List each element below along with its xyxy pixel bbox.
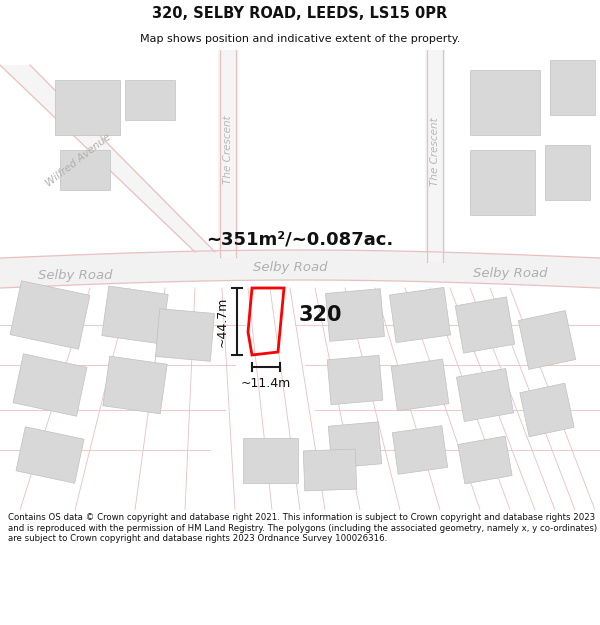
Text: Map shows position and indicative extent of the property.: Map shows position and indicative extent…	[140, 34, 460, 44]
Text: Contains OS data © Crown copyright and database right 2021. This information is : Contains OS data © Crown copyright and d…	[8, 514, 597, 543]
Polygon shape	[458, 436, 512, 484]
Text: ~44.7m: ~44.7m	[216, 296, 229, 347]
Polygon shape	[326, 289, 385, 341]
Polygon shape	[550, 60, 595, 115]
Polygon shape	[55, 80, 120, 135]
Text: Selby Road: Selby Road	[253, 261, 327, 274]
Polygon shape	[545, 145, 590, 200]
Polygon shape	[218, 50, 238, 257]
Text: 320, SELBY ROAD, LEEDS, LS15 0PR: 320, SELBY ROAD, LEEDS, LS15 0PR	[152, 6, 448, 21]
Polygon shape	[125, 80, 175, 120]
Polygon shape	[304, 449, 356, 491]
Text: The Crescent: The Crescent	[430, 118, 440, 186]
Polygon shape	[327, 356, 383, 404]
Polygon shape	[242, 438, 298, 483]
Text: ~351m²/~0.087ac.: ~351m²/~0.087ac.	[206, 231, 394, 249]
Polygon shape	[13, 354, 87, 416]
Polygon shape	[16, 427, 84, 483]
Text: 320: 320	[298, 305, 342, 325]
Text: Wilfred Avenue: Wilfred Avenue	[44, 132, 112, 188]
Polygon shape	[0, 65, 215, 252]
Polygon shape	[155, 309, 214, 361]
Polygon shape	[389, 288, 451, 342]
Polygon shape	[470, 70, 540, 135]
Polygon shape	[60, 150, 110, 190]
Polygon shape	[425, 50, 445, 262]
Polygon shape	[457, 369, 514, 421]
Polygon shape	[518, 311, 575, 369]
Text: Selby Road: Selby Road	[473, 268, 547, 281]
Text: ~11.4m: ~11.4m	[241, 377, 291, 390]
Text: Selby Road: Selby Road	[38, 269, 112, 281]
Polygon shape	[455, 297, 515, 353]
Polygon shape	[392, 426, 448, 474]
Polygon shape	[328, 422, 382, 468]
Polygon shape	[0, 250, 600, 288]
Polygon shape	[520, 383, 574, 437]
Polygon shape	[102, 286, 168, 344]
Polygon shape	[10, 281, 90, 349]
Polygon shape	[470, 150, 535, 215]
Text: The Crescent: The Crescent	[223, 116, 233, 184]
Polygon shape	[391, 359, 449, 411]
Polygon shape	[103, 356, 167, 414]
